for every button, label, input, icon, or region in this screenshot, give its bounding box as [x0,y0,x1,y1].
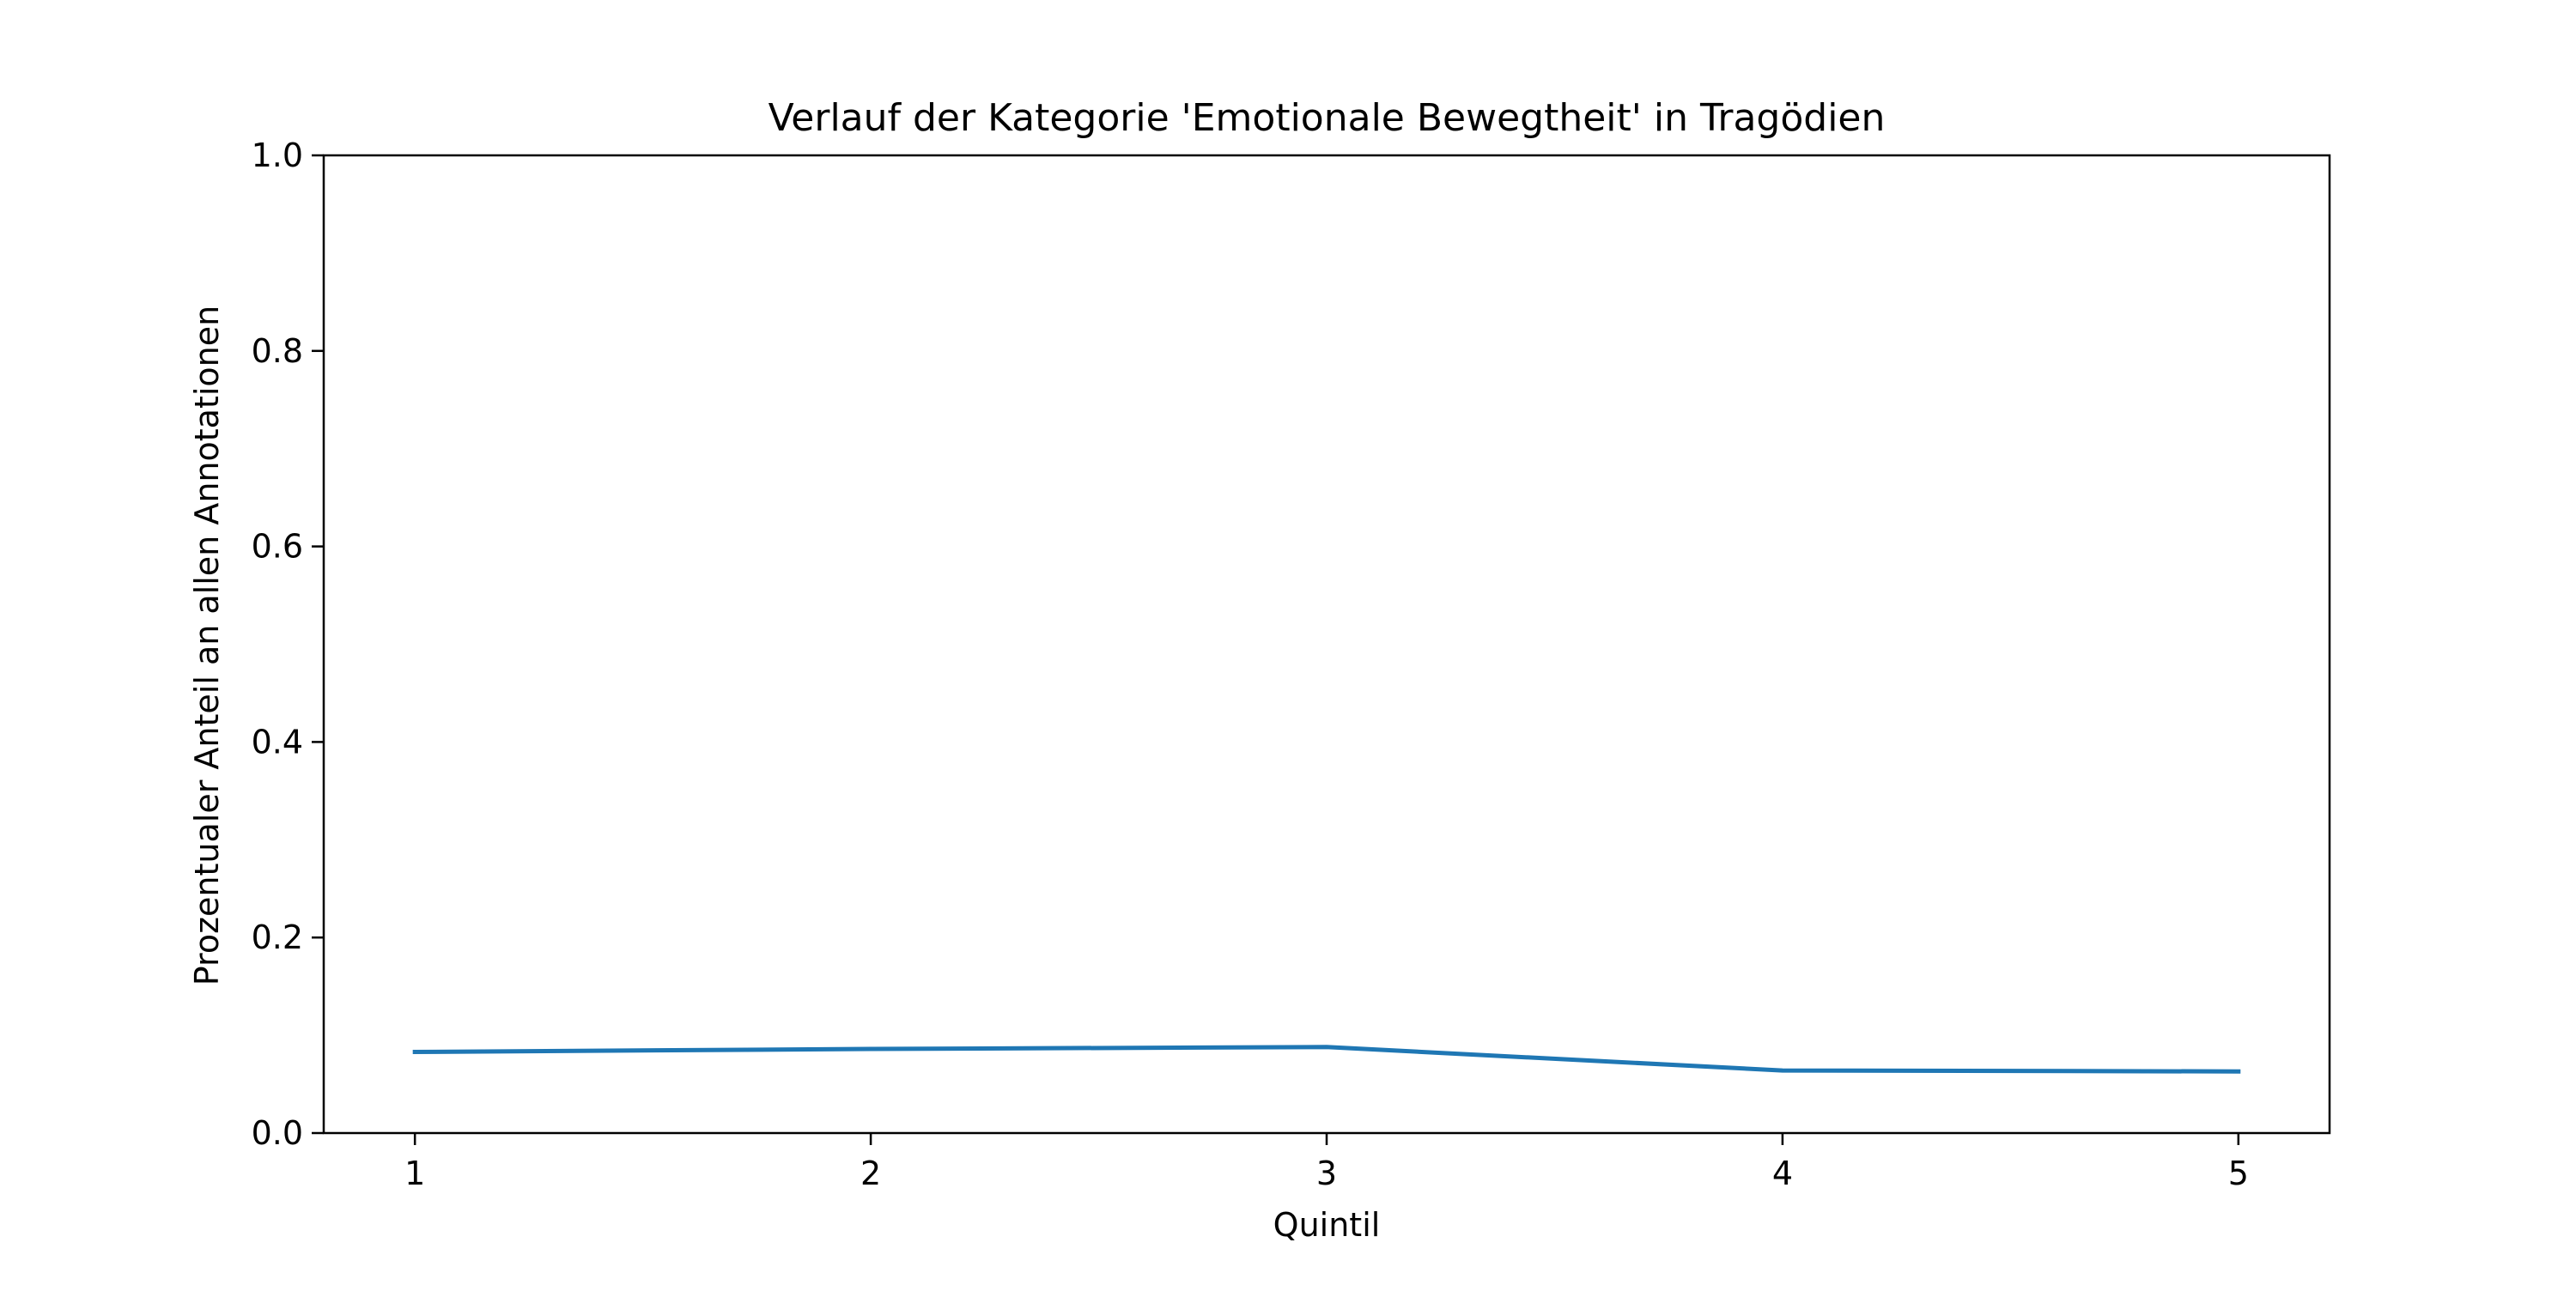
y-axis-label: Prozentualer Anteil an allen Annotatione… [188,306,226,985]
y-tick-label: 1.0 [252,136,303,174]
x-tick-label: 1 [404,1155,425,1192]
x-tick-label: 4 [1772,1155,1793,1192]
y-tick-label: 0.4 [252,723,303,761]
y-tick-label: 0.6 [252,528,303,566]
y-tick-label: 0.8 [252,332,303,370]
x-tick-label: 2 [860,1155,881,1192]
x-axis-ticks: 1 2 3 4 5 [404,1133,2249,1192]
plot-area [322,154,2331,1135]
x-tick-label: 5 [2228,1155,2249,1192]
y-axis-ticks: 0.0 0.2 0.4 0.6 0.8 1.0 [252,136,324,1152]
series-line-1 [412,1045,2241,1074]
y-tick-label: 0.0 [252,1114,303,1152]
chart-title: Verlauf der Kategorie 'Emotionale Bewegt… [769,96,1886,140]
y-tick-label: 0.2 [252,918,303,956]
axes-frame [322,154,2331,1135]
x-tick-label: 3 [1316,1155,1337,1192]
x-axis-label: Quintil [1273,1206,1381,1244]
